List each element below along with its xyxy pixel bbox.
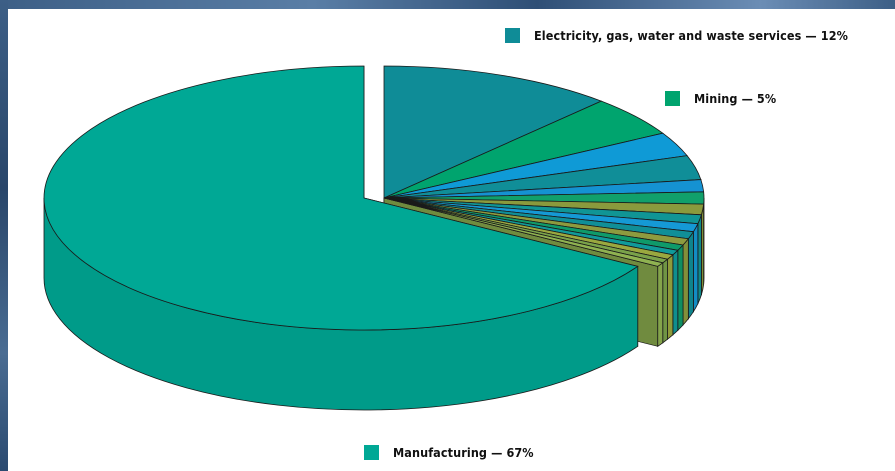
top-frame-bar: [0, 0, 895, 9]
pie-side-wall-7-0: [697, 214, 702, 304]
pie-slice-other-15: [383, 197, 664, 267]
left-frame-bar: [0, 0, 8, 471]
pie-side-wall-9-0: [687, 230, 694, 320]
legend-item-mining: Mining — 5%: [665, 89, 776, 107]
legend-item-electricity: Electricity, gas, water and waste servic…: [505, 26, 848, 44]
pie-side-wall-11-0: [677, 243, 684, 332]
legend-label-mining: Mining — 5%: [694, 90, 777, 106]
pie-side-wall-14-0: [662, 258, 668, 344]
legend-swatch-electricity: [505, 27, 520, 43]
pie-side-wall-8-0: [692, 223, 699, 314]
pie-side-wall-12-0: [672, 249, 679, 336]
legend-label-electricity: Electricity, gas, water and waste servic…: [534, 27, 848, 43]
pie-side-wall-13-0: [667, 253, 674, 341]
pie-side-wall-15-0: [657, 262, 664, 348]
pie-slice-electricity-gas-water-and-waste-services: [383, 65, 603, 199]
pie-top-faces: [43, 65, 705, 331]
legend-label-manufacturing: Manufacturing — 67%: [393, 444, 534, 460]
legend-swatch-mining: [665, 90, 680, 106]
pie-side-wall-10-0: [682, 237, 689, 327]
legend-swatch-manufacturing: [364, 444, 379, 460]
legend-item-manufacturing: Manufacturing — 67%: [364, 443, 534, 461]
pie-slice-manufacturing: [43, 65, 639, 331]
